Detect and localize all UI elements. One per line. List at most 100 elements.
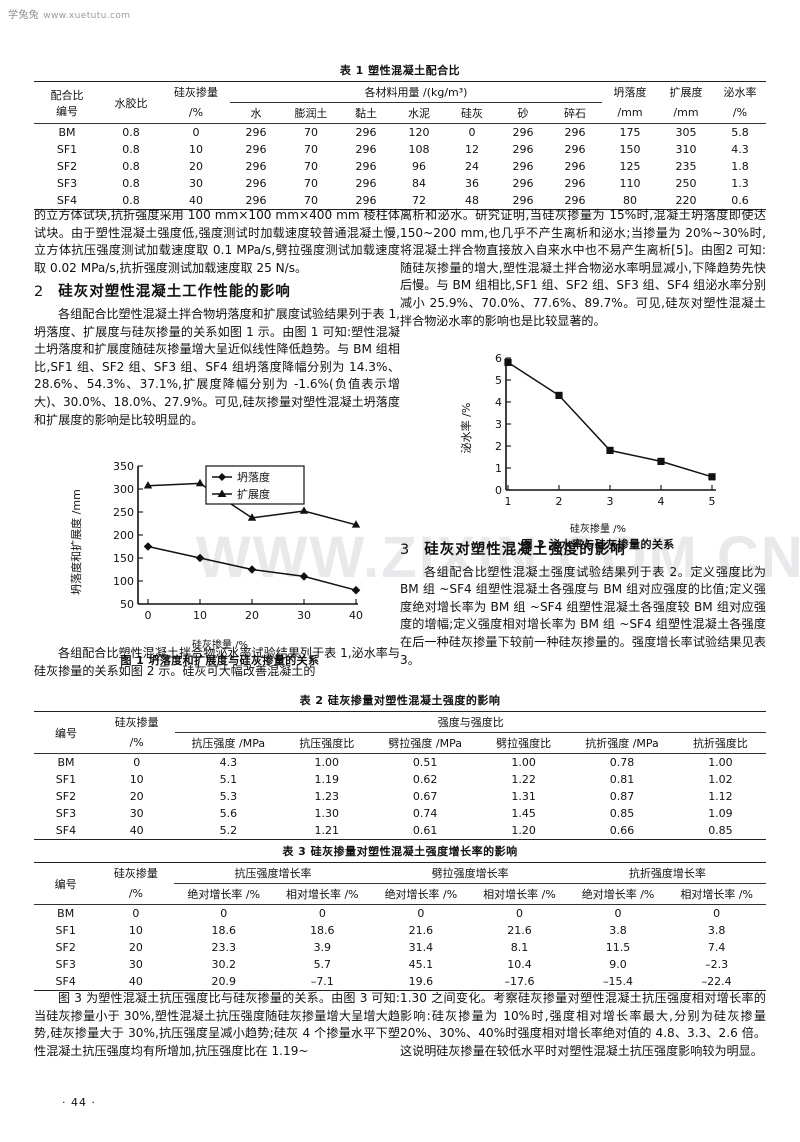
table2-h-split-strength: 劈拉强度 /MPa (388, 737, 462, 750)
table3-h-group-flex: 抗折强度增长率 (568, 862, 766, 884)
cell: 36 (465, 177, 479, 190)
cell: 175 (619, 126, 641, 139)
figure-2-x-axis-label: 硅灰掺量 /% (569, 524, 627, 535)
svg-text:5: 5 (495, 374, 502, 387)
left-column-bottom: 图 3 为塑性混凝土抗压强度比与硅灰掺量的关系。由图 3 可知:当硅灰掺量小于 … (34, 990, 400, 1060)
cell: 12 (465, 143, 479, 156)
table1-h-water: 水 (250, 107, 262, 120)
cell: 10 (129, 773, 144, 786)
cell: 40 (128, 975, 143, 988)
figure-2-series-line (507, 361, 713, 478)
figure-1-series-flow-markers (143, 478, 361, 528)
cell: SF2 (56, 160, 78, 173)
svg-text:6: 6 (495, 352, 502, 365)
table3-h-split-abs: 绝对增长率 /% (384, 888, 458, 901)
figure-2-x-ticks (507, 485, 713, 490)
cell: 296 (564, 194, 586, 207)
table2-h-sfdose-l1: 硅灰掺量 (114, 716, 159, 730)
cell: 296 (245, 194, 267, 207)
table1-h-sfdose-l1: 硅灰掺量 (174, 86, 218, 100)
cell: 10 (189, 143, 203, 156)
table-row: BM 0 0 0 0 0 0 0 (34, 905, 766, 923)
cell: 0 (132, 907, 140, 920)
cell: 40 (189, 194, 203, 207)
cell: 48 (465, 194, 479, 207)
cell: 70 (304, 126, 318, 139)
svg-text:2: 2 (495, 440, 502, 453)
table1-h-materials-group: 各材料用量 /(kg/m³) (230, 81, 602, 103)
cell: 18.6 (310, 924, 335, 937)
cell: 296 (355, 177, 377, 190)
cell: BM (57, 907, 75, 920)
table2-h-split-ratio: 劈拉强度比 (496, 737, 552, 750)
cell: 296 (512, 177, 534, 190)
cell: 19.6 (408, 975, 434, 988)
table3-h-comp-rel: 相对增长率 /% (285, 888, 359, 901)
table2-header-row-1: 编号 硅灰掺量 强度与强度比 (34, 711, 766, 740)
table-row: SF3 30 5.6 1.30 0.74 1.45 0.85 1.09 (34, 805, 766, 822)
cell: 70 (304, 194, 318, 207)
table3-h-group-split: 劈拉强度增长率 (371, 862, 569, 884)
cell: 0.51 (412, 756, 438, 769)
cell: 1.00 (708, 756, 733, 769)
cell: 20 (189, 160, 203, 173)
figure-2-x-ticklabels: 1 2 3 4 5 (505, 495, 716, 508)
svg-text:2: 2 (556, 495, 563, 508)
figure-1-legend-label-slump: 坍落度 (237, 470, 270, 484)
cell: 21.6 (408, 924, 434, 937)
table3-h-id: 编号 (54, 877, 77, 891)
cell: 110 (619, 177, 641, 190)
cell: SF3 (56, 177, 78, 190)
table-row: SF1 0.8 10 296 70 296 108 12 296 296 150 310 4.3 (34, 141, 766, 158)
cell: 125 (619, 160, 641, 173)
table2-h-comp-strength: 抗压强度 /MPa (191, 737, 266, 750)
cell: 1.3 (731, 177, 749, 190)
table3: 编号 硅灰掺量 抗压强度增长率 劈拉强度增长率 抗折强度增长率 /% 绝对增长率… (34, 862, 766, 991)
cell: SF1 (55, 773, 77, 786)
cell: 8.1 (510, 941, 529, 954)
cell: 305 (675, 126, 697, 139)
cell: 3.8 (707, 924, 726, 937)
cell: 3.9 (313, 941, 332, 954)
cell: 70 (304, 143, 318, 156)
cell: 11.5 (605, 941, 631, 954)
cell: 20 (128, 941, 143, 954)
cell: 296 (512, 194, 534, 207)
figure-1-series-slump-markers (143, 542, 361, 595)
table3-header-row-2: /% 绝对增长率 /% 相对增长率 /% 绝对增长率 /% 相对增长率 /% 绝… (34, 884, 766, 905)
svg-text:200: 200 (113, 529, 134, 542)
cell: 1.19 (314, 773, 340, 786)
table2-block: 表 2 硅灰掺量对塑性混凝土强度的影响 编号 硅灰掺量 强度与强度比 /% 抗压… (34, 692, 766, 840)
table-row: SF3 0.8 30 296 70 296 84 36 296 296 110 250 1.3 (34, 175, 766, 192)
left-column-top: 的立方体试块,抗折强度采用 100 mm×100 mm×400 mm 棱柱体试块… (34, 207, 400, 429)
cell: 1.00 (314, 756, 340, 769)
svg-text:4: 4 (658, 495, 665, 508)
section-2-title: 硅灰对塑性混凝土工作性能的影响 (58, 284, 291, 301)
right-paragraph-2: 各组配合比塑性混凝土强度试验结果列于表 2。定义强度比为 BM 组 ~SF4 组… (400, 564, 766, 667)
svg-text:3: 3 (495, 418, 502, 431)
cell: 7.4 (707, 941, 726, 954)
cell: 10.4 (507, 958, 532, 971)
table3-h-flex-rel: 相对增长率 /% (680, 888, 753, 901)
cell: 10 (128, 924, 143, 937)
left-paragraph-2: 各组配合比塑性混凝土拌合物坍落度和扩展度试验结果列于表 1,坍落度、扩展度与硅灰… (34, 306, 400, 427)
cell: 3.8 (609, 924, 627, 937)
cell: 0.62 (412, 773, 438, 786)
cell: 20.9 (211, 975, 236, 988)
cell: 1.8 (731, 160, 749, 173)
table2-title: 表 2 硅灰掺量对塑性混凝土强度的影响 (299, 694, 501, 707)
table-row: SF2 0.8 20 296 70 296 96 24 296 296 125 235 1.8 (34, 158, 766, 175)
svg-text:0: 0 (495, 484, 502, 497)
cell: SF4 (55, 975, 76, 988)
table2-h-comp-ratio: 抗压强度比 (299, 737, 355, 750)
table2-h-group: 强度与强度比 (175, 711, 766, 733)
cell: 108 (408, 143, 430, 156)
cell: –17.6 (504, 975, 535, 988)
table-row: SF4 0.8 40 296 70 296 72 48 296 296 80 220 0.6 (34, 192, 766, 210)
table2-h-flex-ratio: 抗折强度比 (692, 737, 748, 750)
cell: 0 (468, 126, 476, 139)
cell: 0 (417, 907, 425, 920)
svg-text:5: 5 (709, 495, 716, 508)
table1-h-mixid-l2: 编号 (56, 104, 78, 118)
cell: 296 (245, 143, 267, 156)
